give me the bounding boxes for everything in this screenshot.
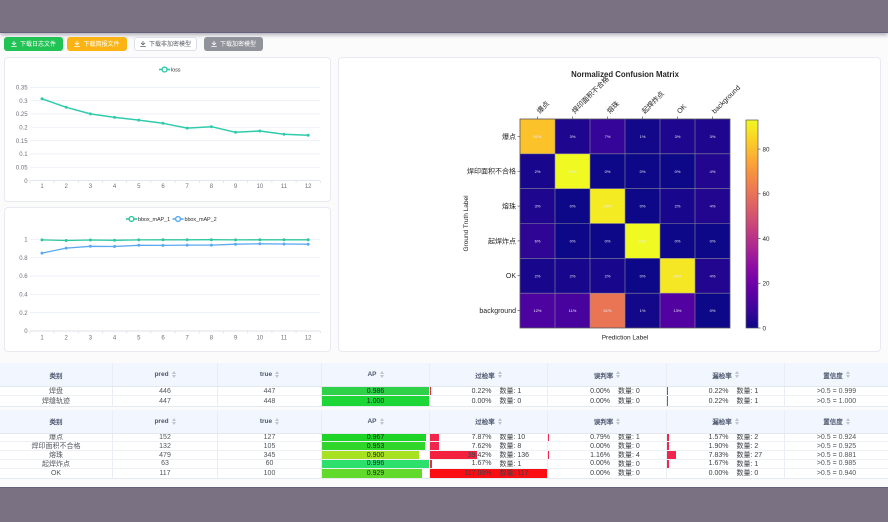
svg-text:bbox_mAP_1: bbox_mAP_1	[138, 217, 170, 223]
svg-text:8: 8	[210, 335, 214, 341]
svg-text:8: 8	[210, 184, 214, 190]
svg-text:12: 12	[305, 335, 312, 341]
svg-text:1%: 1%	[640, 308, 646, 313]
svg-text:6: 6	[161, 335, 165, 341]
svg-text:0.1: 0.1	[19, 152, 28, 158]
svg-text:0.25: 0.25	[16, 112, 28, 118]
svg-text:0%: 0%	[640, 169, 646, 174]
svg-text:熔珠: 熔珠	[502, 201, 516, 210]
svg-text:4: 4	[113, 184, 117, 190]
svg-text:background: background	[711, 85, 742, 116]
svg-text:0%: 0%	[675, 239, 681, 244]
svg-text:4%: 4%	[710, 273, 716, 278]
svg-text:2: 2	[65, 335, 69, 341]
svg-text:0%: 0%	[675, 169, 681, 174]
svg-text:0%: 0%	[605, 169, 611, 174]
svg-text:7%: 7%	[605, 134, 611, 139]
svg-text:0%: 0%	[710, 239, 716, 244]
svg-text:5: 5	[137, 184, 141, 190]
svg-text:7: 7	[186, 184, 190, 190]
svg-text:90%: 90%	[603, 204, 611, 209]
svg-text:61%: 61%	[603, 308, 611, 313]
svg-text:3%: 3%	[535, 204, 541, 209]
svg-text:0.05: 0.05	[16, 165, 28, 171]
svg-text:0.2: 0.2	[19, 125, 28, 131]
svg-text:起焊炸点: 起焊炸点	[640, 89, 666, 115]
svg-text:0: 0	[763, 325, 767, 332]
svg-text:0.35: 0.35	[16, 85, 28, 91]
svg-text:2%: 2%	[570, 273, 576, 278]
svg-text:0%: 0%	[640, 204, 646, 209]
svg-text:1: 1	[40, 184, 44, 190]
svg-text:12%: 12%	[533, 308, 541, 313]
svg-text:3: 3	[89, 184, 93, 190]
svg-text:2%: 2%	[675, 204, 681, 209]
svg-text:80: 80	[763, 146, 771, 153]
svg-text:Normalized Confusion Matrix: Normalized Confusion Matrix	[571, 70, 680, 79]
svg-text:1%: 1%	[640, 134, 646, 139]
svg-text:0: 0	[24, 179, 28, 185]
svg-text:焊印面积不合格: 焊印面积不合格	[570, 74, 611, 115]
svg-text:89%: 89%	[673, 273, 681, 278]
svg-text:background: background	[479, 308, 516, 315]
svg-text:93%: 93%	[568, 169, 576, 174]
svg-text:9: 9	[234, 335, 238, 341]
svg-text:5: 5	[137, 335, 141, 341]
svg-text:2: 2	[65, 184, 69, 190]
svg-text:4%: 4%	[710, 169, 716, 174]
svg-text:0%: 0%	[570, 204, 576, 209]
svg-text:0%: 0%	[570, 239, 576, 244]
svg-text:OK: OK	[676, 103, 688, 115]
svg-text:20: 20	[763, 281, 771, 288]
svg-text:3%: 3%	[710, 134, 716, 139]
svg-text:60: 60	[763, 191, 771, 198]
svg-text:0.2: 0.2	[19, 310, 28, 316]
svg-text:81%: 81%	[533, 134, 541, 139]
svg-text:4%: 4%	[710, 204, 716, 209]
svg-text:93%: 93%	[638, 239, 646, 244]
svg-text:bbox_mAP_2: bbox_mAP_2	[185, 217, 217, 223]
svg-text:9: 9	[234, 184, 238, 190]
svg-text:3%: 3%	[570, 134, 576, 139]
svg-text:起焊炸点: 起焊炸点	[488, 236, 516, 245]
svg-text:0: 0	[24, 329, 28, 335]
svg-text:0%: 0%	[605, 239, 611, 244]
svg-text:7: 7	[186, 335, 190, 341]
svg-text:6%: 6%	[535, 239, 541, 244]
svg-text:OK: OK	[506, 273, 516, 280]
svg-text:12: 12	[305, 184, 312, 190]
svg-text:10: 10	[256, 184, 263, 190]
svg-text:0.15: 0.15	[16, 139, 28, 145]
svg-text:1: 1	[24, 237, 28, 243]
svg-text:1: 1	[40, 335, 44, 341]
svg-text:11: 11	[281, 335, 288, 341]
svg-text:0%: 0%	[710, 308, 716, 313]
svg-text:4: 4	[113, 335, 117, 341]
svg-text:0.4: 0.4	[19, 292, 28, 298]
svg-text:11%: 11%	[569, 308, 577, 313]
svg-text:爆点: 爆点	[502, 132, 516, 141]
svg-text:爆点: 爆点	[535, 99, 551, 115]
svg-text:焊印面积不合格: 焊印面积不合格	[467, 167, 516, 176]
svg-text:10: 10	[256, 335, 263, 341]
svg-text:13%: 13%	[673, 308, 681, 313]
svg-text:2%: 2%	[535, 169, 541, 174]
svg-text:40: 40	[763, 236, 771, 243]
svg-text:3: 3	[89, 335, 93, 341]
svg-text:3%: 3%	[675, 134, 681, 139]
svg-text:熔珠: 熔珠	[605, 99, 621, 115]
svg-text:11: 11	[281, 184, 288, 190]
svg-text:6: 6	[161, 184, 165, 190]
svg-text:loss: loss	[171, 68, 181, 74]
svg-text:0.6: 0.6	[19, 274, 28, 280]
svg-text:Prediction Label: Prediction Label	[602, 334, 649, 341]
svg-text:0.3: 0.3	[19, 99, 28, 105]
svg-text:2%: 2%	[605, 273, 611, 278]
svg-text:2%: 2%	[535, 273, 541, 278]
svg-text:0%: 0%	[640, 273, 646, 278]
svg-text:0.8: 0.8	[19, 255, 28, 261]
svg-text:Ground Truth Label: Ground Truth Label	[463, 195, 470, 252]
